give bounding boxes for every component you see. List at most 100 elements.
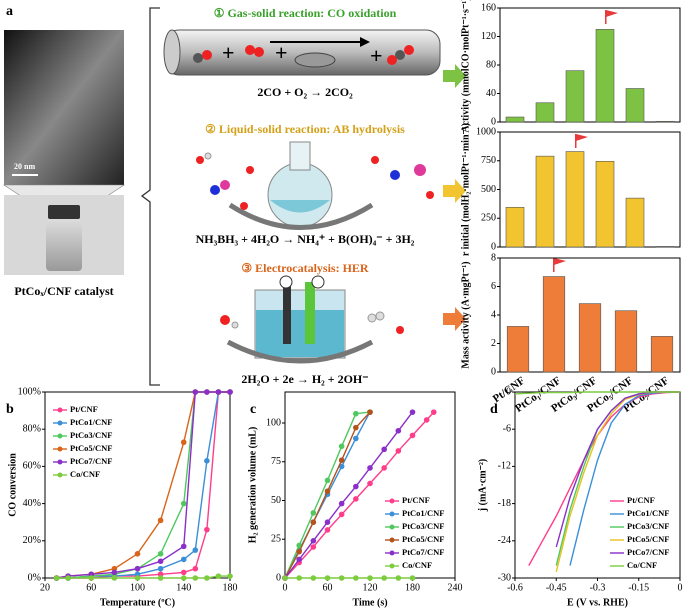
y-axis-label: j (mA·cm⁻²) bbox=[477, 459, 488, 512]
marker bbox=[381, 446, 387, 453]
marker bbox=[395, 575, 402, 581]
legend-label: Pt/CNF bbox=[402, 495, 430, 505]
marker bbox=[204, 389, 210, 395]
marker bbox=[338, 511, 345, 518]
y-tick-label: 500 bbox=[481, 184, 496, 195]
bar bbox=[625, 88, 645, 123]
legend-marker bbox=[389, 498, 395, 504]
tem-image bbox=[4, 30, 124, 185]
y-axis-label: H₂ generation volume (mL) bbox=[247, 427, 258, 544]
plot-frame bbox=[499, 7, 681, 123]
marker bbox=[111, 575, 118, 581]
marker bbox=[192, 565, 199, 572]
legend-label: PtCo3/CNF bbox=[627, 521, 670, 531]
scale-text: 20 nm bbox=[14, 162, 35, 171]
marker bbox=[409, 409, 416, 415]
marker bbox=[367, 409, 373, 415]
catalyst-label: PtCoₓ/CNF catalyst bbox=[14, 284, 113, 298]
marker bbox=[353, 435, 359, 442]
marker bbox=[324, 519, 331, 525]
x-tick-label: 240 bbox=[448, 582, 463, 593]
marker bbox=[324, 575, 331, 581]
marker bbox=[353, 410, 359, 417]
y-axis-label: CO conversion bbox=[7, 453, 18, 517]
y-tick-label: 0 bbox=[506, 386, 511, 397]
svg-text:+: + bbox=[275, 40, 288, 65]
x-tick-label: 20 bbox=[40, 582, 50, 593]
marker bbox=[157, 565, 164, 572]
marker bbox=[180, 543, 187, 550]
catalyst-bed bbox=[294, 52, 336, 68]
legend-label: Pt/CNF bbox=[627, 495, 655, 505]
plot-frame bbox=[499, 131, 681, 248]
marker bbox=[180, 439, 187, 446]
bar bbox=[614, 310, 638, 373]
marker bbox=[65, 575, 71, 581]
y-tick-label: 60% bbox=[23, 461, 41, 472]
y-tick-label: 0 bbox=[491, 116, 496, 127]
y-tick-label: 2 bbox=[491, 338, 496, 349]
x-tick-label: 180 bbox=[223, 582, 238, 593]
brace bbox=[140, 7, 160, 386]
legend-marker bbox=[389, 524, 395, 530]
bar bbox=[625, 197, 645, 248]
x-tick-label: 100 bbox=[130, 582, 145, 593]
arrow bbox=[443, 179, 466, 203]
marker bbox=[338, 575, 345, 581]
legend-marker bbox=[57, 420, 63, 426]
marker bbox=[204, 458, 210, 464]
y-tick-label: 120 bbox=[481, 31, 496, 42]
marker bbox=[157, 551, 164, 557]
x-tick-label: -0.6 bbox=[507, 582, 523, 593]
marker bbox=[395, 427, 402, 434]
bar bbox=[578, 303, 602, 373]
legend-label: PtCo3/CNF bbox=[402, 521, 445, 531]
marker bbox=[310, 575, 317, 581]
meter bbox=[311, 275, 325, 289]
series-line bbox=[284, 411, 435, 579]
bar bbox=[565, 70, 585, 123]
series-line bbox=[514, 391, 680, 395]
marker bbox=[134, 575, 141, 581]
legend-marker bbox=[389, 563, 395, 569]
bar bbox=[595, 29, 615, 123]
marker bbox=[157, 558, 164, 565]
y-tick-label: 80 bbox=[486, 59, 496, 70]
marker bbox=[367, 575, 373, 581]
marker bbox=[310, 510, 317, 516]
y-tick-label: -24 bbox=[498, 535, 511, 546]
x-tick-label: 180 bbox=[405, 582, 420, 593]
y-tick-label: 100% bbox=[18, 386, 41, 397]
marker bbox=[204, 575, 210, 581]
y-axis-label: r initial (molH₂·molPt⁻¹·min⁻¹) bbox=[460, 123, 471, 256]
marker bbox=[353, 424, 359, 431]
y-tick-label: 4 bbox=[491, 309, 496, 320]
y-tick-label: -30 bbox=[498, 572, 511, 583]
legend-marker bbox=[57, 459, 63, 465]
x-axis-label: E (V vs. RHE) bbox=[567, 597, 628, 608]
legend-label: PtCo7/CNF bbox=[402, 547, 445, 557]
marker bbox=[353, 496, 359, 502]
marker bbox=[111, 569, 118, 576]
bar bbox=[542, 276, 566, 373]
molecules: + + + bbox=[193, 40, 414, 68]
marker bbox=[180, 569, 187, 576]
equation: 2CO + O₂ → 2CO₂ bbox=[257, 85, 353, 99]
y-tick-label: 0% bbox=[28, 572, 41, 583]
vial-cap bbox=[48, 205, 80, 219]
x-tick-label: 120 bbox=[363, 582, 378, 593]
flask-liquid bbox=[270, 200, 330, 213]
marker bbox=[324, 488, 331, 495]
legend-label: Pt/CNF bbox=[70, 404, 98, 414]
y-tick-label: 1000 bbox=[476, 126, 496, 137]
svg-text:+: + bbox=[222, 40, 235, 65]
marker bbox=[310, 538, 317, 544]
marker bbox=[296, 575, 302, 581]
y-tick-label: 0 bbox=[491, 241, 496, 252]
legend-label: Co/CNF bbox=[402, 560, 432, 570]
legend-label: PtCo1/CNF bbox=[70, 417, 113, 427]
x-axis-label: Time (s) bbox=[352, 597, 387, 608]
marker bbox=[310, 544, 317, 550]
vial bbox=[46, 219, 82, 271]
legend-label: PtCo5/CNF bbox=[70, 443, 113, 453]
